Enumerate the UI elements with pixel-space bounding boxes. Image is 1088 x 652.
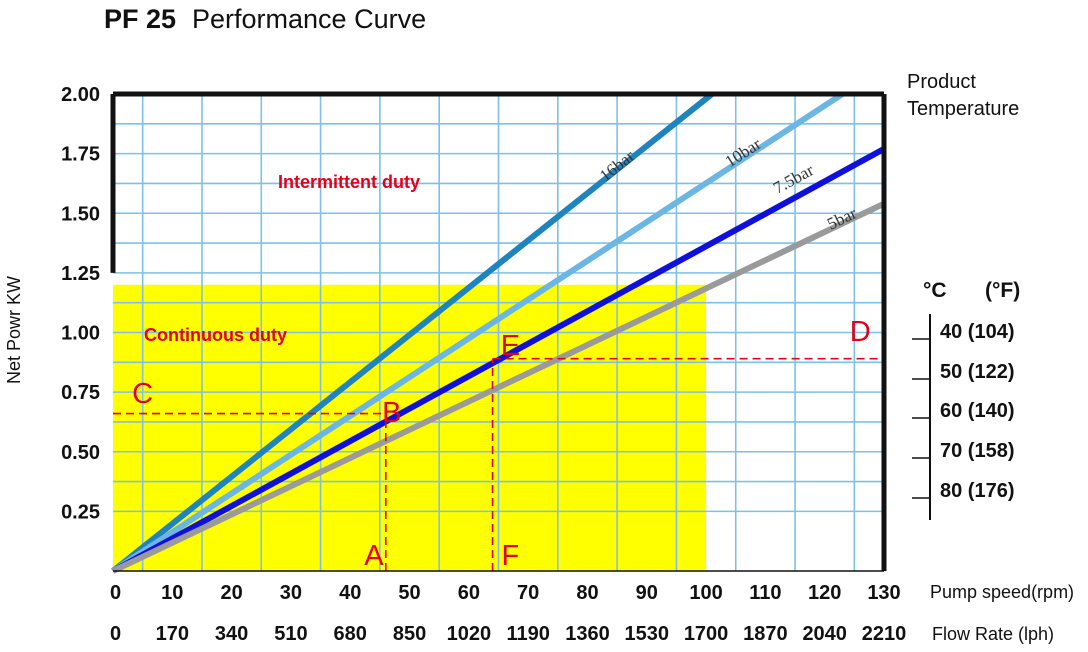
x-tick-label-rpm: 80 <box>576 582 598 604</box>
y-tick-label: 1.75 <box>61 144 100 166</box>
x-tick-label-flow: 2040 <box>802 623 847 645</box>
series-line-16bar <box>111 91 714 574</box>
x-tick-labels-rpm: 0 10 20 30 40 50 60 70 80 90 100 110 120 130 <box>110 582 901 604</box>
marker-B: B <box>382 397 401 429</box>
y-tick-label: 1.00 <box>61 323 100 345</box>
x-tick-label-rpm: 0 <box>110 582 121 604</box>
x-tick-label-rpm: 130 <box>867 582 900 604</box>
temperature-value: 80 (176) <box>940 480 1015 502</box>
x-tick-label-flow: 170 <box>156 623 189 645</box>
x-tick-label-flow: 1530 <box>625 623 670 645</box>
y-tick-label: 2.00 <box>61 84 100 106</box>
x-tick-label-rpm: 30 <box>280 582 302 604</box>
marker-A: A <box>364 540 384 572</box>
x-tick-label-flow: 1190 <box>506 623 549 645</box>
x-tick-label-flow: 1700 <box>684 623 729 645</box>
product-temperature-title-1: Product <box>907 71 976 93</box>
x-tick-label-rpm: 60 <box>458 582 480 604</box>
chart-title-bold: PF 25 <box>104 4 176 34</box>
reference-markers: A B C D E F <box>132 316 871 572</box>
temperature-value: 70 (158) <box>940 440 1015 462</box>
y-tick-label: 0.75 <box>61 382 100 404</box>
x-tick-label-flow: 340 <box>215 623 248 645</box>
y-tick-label: 1.25 <box>61 263 100 285</box>
y-tick-label: 0.25 <box>61 501 100 523</box>
series-line-10bar <box>111 91 845 574</box>
x-tick-label-rpm: 40 <box>339 582 361 604</box>
x-tick-label-rpm: 100 <box>689 582 722 604</box>
x-tick-label-rpm: 90 <box>636 582 658 604</box>
fahrenheit-unit: (°F) <box>985 279 1020 302</box>
y-tick-labels: 2.00 1.75 1.50 1.25 1.00 0.75 0.50 0.25 <box>61 84 100 523</box>
celsius-unit: °C <box>923 279 947 302</box>
intermittent-duty-label: Intermittent duty <box>278 172 420 192</box>
plot-frame <box>110 91 887 572</box>
x-tick-labels-flow: 0 170 340 510 680 850 1020 1190 1360 1530 1700 1870… <box>110 623 906 645</box>
reference-lines <box>113 357 884 571</box>
x-tick-label-rpm: 20 <box>220 582 242 604</box>
marker-F: F <box>502 540 520 572</box>
x-tick-label-flow: 1360 <box>565 623 610 645</box>
marker-C: C <box>132 378 153 410</box>
x-axis-label-flow: Flow Rate (lph) <box>932 624 1054 644</box>
temperature-value: 40 (104) <box>940 321 1015 343</box>
x-tick-label-rpm: 70 <box>517 582 539 604</box>
x-tick-label-flow: 1870 <box>743 623 788 645</box>
y-tick-label: 1.50 <box>61 203 100 225</box>
x-tick-label-flow: 2210 <box>862 623 907 645</box>
x-tick-label-flow: 510 <box>274 623 307 645</box>
continuous-duty-label: Continuous duty <box>144 325 287 345</box>
x-tick-label-flow: 850 <box>393 623 426 645</box>
chart-title: Performance Curve <box>192 4 426 34</box>
series-lines <box>111 91 886 574</box>
marker-E: E <box>501 330 520 362</box>
y-tick-label: 0.50 <box>61 442 100 464</box>
temperature-value: 60 (140) <box>940 400 1015 422</box>
x-tick-label-rpm: 110 <box>749 582 781 604</box>
x-axis-label-rpm: Pump speed(rpm) <box>930 582 1074 602</box>
product-temperature-title-2: Temperature <box>907 98 1019 120</box>
x-tick-label-flow: 680 <box>334 623 367 645</box>
x-tick-label-rpm: 50 <box>398 582 420 604</box>
x-tick-label-flow: 1020 <box>447 623 492 645</box>
temperature-scale: 40 (104) 50 (122) 60 (140) 70 (158) 80 (176) <box>912 321 1015 502</box>
x-tick-label-flow: 0 <box>110 623 121 645</box>
series-line-75bar <box>111 146 886 574</box>
series-line-5bar <box>111 201 886 574</box>
y-axis-label: Net Powr KW <box>4 276 24 384</box>
x-tick-label-rpm: 10 <box>161 582 183 604</box>
temperature-value: 50 (122) <box>940 361 1015 383</box>
x-tick-label-rpm: 120 <box>808 582 841 604</box>
marker-D: D <box>850 316 871 348</box>
